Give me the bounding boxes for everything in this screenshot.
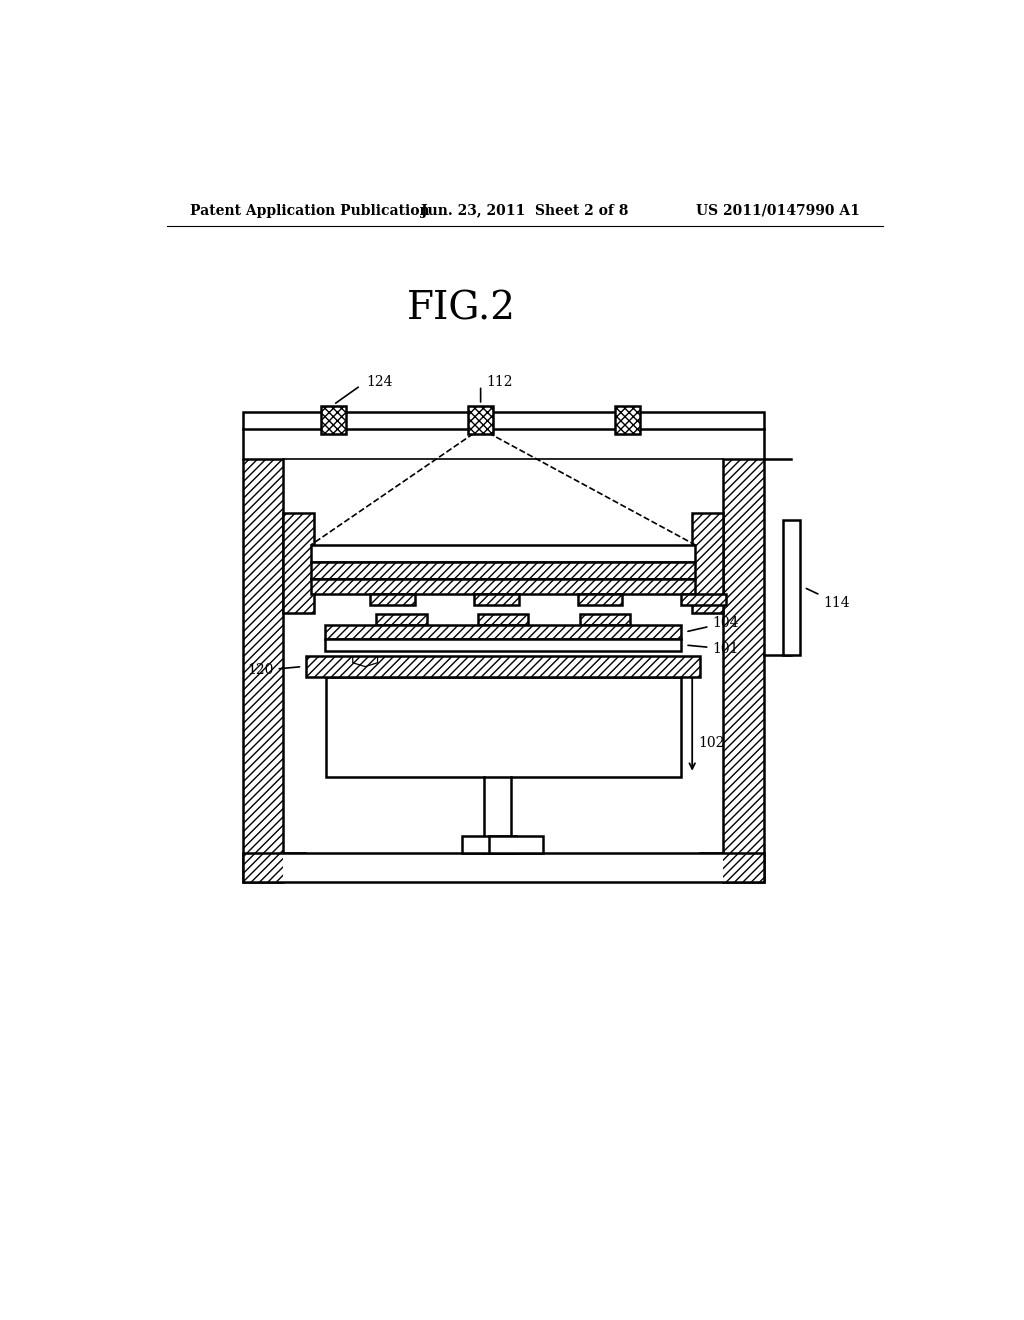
Bar <box>243 853 764 882</box>
Bar <box>370 594 415 605</box>
Text: US 2011/0147990 A1: US 2011/0147990 A1 <box>695 203 859 218</box>
Bar <box>478 614 528 626</box>
Text: 106: 106 <box>372 660 398 673</box>
Bar <box>243 459 283 882</box>
Bar <box>578 594 623 605</box>
Bar <box>311 545 695 562</box>
Bar <box>474 594 518 605</box>
Text: 102: 102 <box>698 735 725 750</box>
Text: 110: 110 <box>352 673 379 688</box>
Bar <box>615 407 640 434</box>
Bar <box>468 407 493 434</box>
Bar <box>474 594 518 605</box>
Text: 104: 104 <box>688 615 739 631</box>
Text: 101: 101 <box>688 642 739 656</box>
Bar <box>325 639 681 651</box>
Text: 114: 114 <box>806 589 850 610</box>
Bar <box>370 594 415 605</box>
Bar <box>243 412 764 429</box>
Bar <box>783 520 800 655</box>
Text: 124: 124 <box>366 375 392 388</box>
Bar <box>580 614 630 626</box>
Bar <box>462 836 516 853</box>
Bar <box>489 836 544 853</box>
Bar <box>306 656 700 677</box>
Bar <box>311 562 695 579</box>
Bar <box>306 656 700 677</box>
Bar <box>478 614 528 626</box>
Bar <box>723 459 764 882</box>
Bar <box>615 407 640 434</box>
Bar <box>243 459 283 882</box>
Bar <box>283 512 314 612</box>
Bar <box>283 512 314 612</box>
Bar <box>723 459 764 882</box>
Text: FIG.2: FIG.2 <box>407 290 516 327</box>
Bar <box>681 594 726 605</box>
Bar <box>325 626 681 639</box>
Bar <box>326 677 681 777</box>
Bar <box>578 594 623 605</box>
Bar <box>321 407 346 434</box>
Bar <box>311 562 695 579</box>
Bar <box>311 578 695 594</box>
Bar <box>692 512 723 612</box>
Bar <box>580 614 630 626</box>
Bar <box>321 407 346 434</box>
Bar <box>692 512 723 612</box>
Bar <box>681 594 726 605</box>
Bar <box>325 626 681 639</box>
Text: Jun. 23, 2011  Sheet 2 of 8: Jun. 23, 2011 Sheet 2 of 8 <box>421 203 629 218</box>
Text: Patent Application Publication: Patent Application Publication <box>190 203 430 218</box>
Bar <box>376 614 427 626</box>
Bar <box>468 407 493 434</box>
Bar <box>311 578 695 594</box>
Text: 112: 112 <box>486 375 513 388</box>
Bar <box>376 614 427 626</box>
Text: 108: 108 <box>327 660 352 673</box>
Text: 120: 120 <box>248 664 300 677</box>
